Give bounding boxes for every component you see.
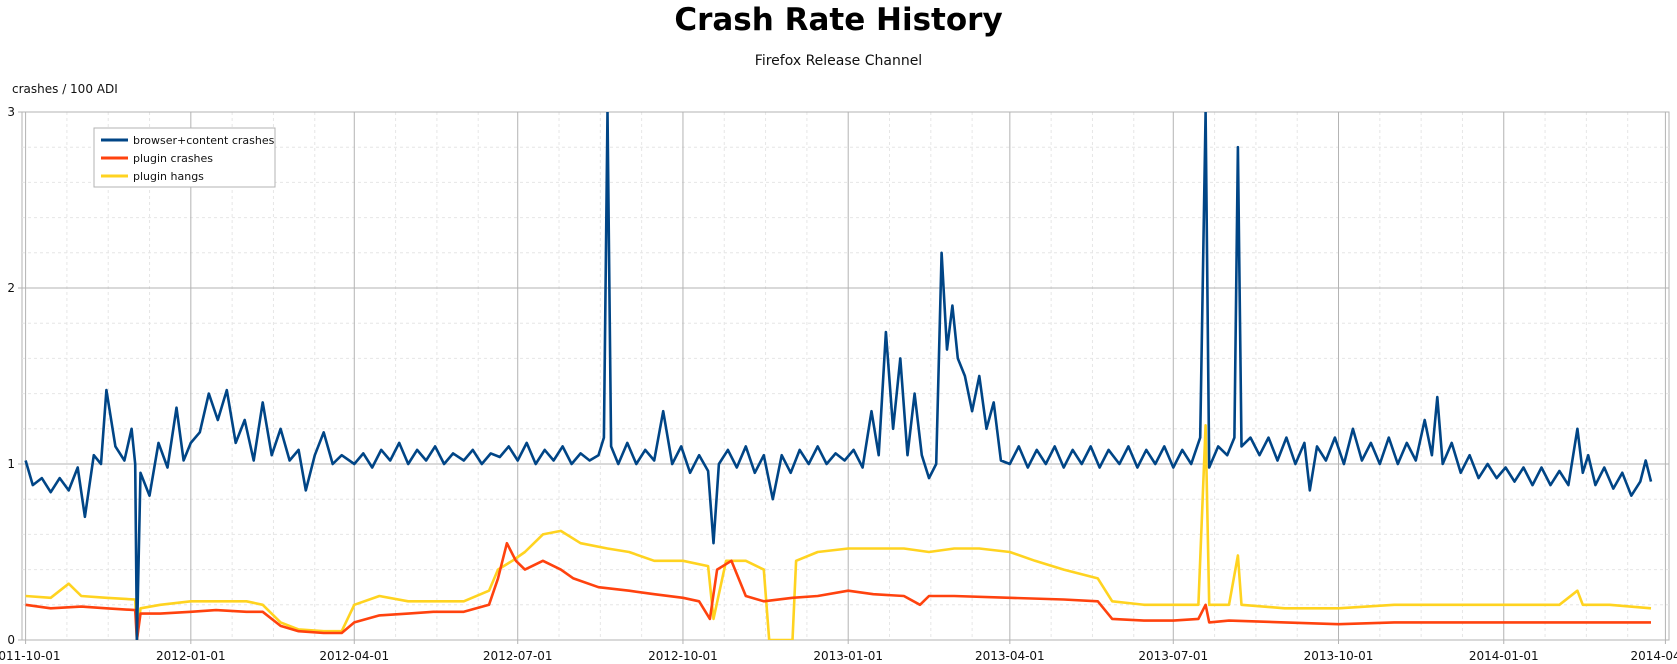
y-tick-label: 3: [7, 105, 15, 119]
x-tick-label: 2011-10-01: [0, 649, 60, 663]
plot-area: [21, 111, 1670, 641]
x-tick-label: 2012-01-01: [156, 649, 226, 663]
x-tick-label: 2014-04-01: [1631, 649, 1677, 663]
legend: browser+content crashes plugin crashes plu…: [93, 127, 276, 188]
x-tick-label: 2013-07-01: [1138, 649, 1208, 663]
x-tick-label: 2014-01-01: [1469, 649, 1539, 663]
legend-entry: browser+content crashes: [133, 134, 275, 147]
y-tick-label: 1: [7, 457, 15, 471]
minor-grid: [22, 112, 1669, 640]
series-line-plugin-crashes: [25, 541, 1651, 640]
major-grid: [18, 111, 1669, 644]
y-axis-label: crashes / 100 ADI: [12, 82, 118, 96]
y-axis-ticks: 0 1 2 3: [7, 105, 15, 647]
x-axis-ticks: 2011-10-01 2012-01-01 2012-04-01 2012-07-01…: [0, 649, 1677, 663]
chart-subtitle: Firefox Release Channel: [754, 53, 923, 69]
y-tick-label: 2: [7, 281, 15, 295]
y-tick-label: 0: [7, 633, 15, 647]
x-tick-label: 2013-04-01: [975, 649, 1045, 663]
x-tick-label: 2012-10-01: [648, 649, 718, 663]
x-tick-label: 2013-01-01: [813, 649, 883, 663]
x-tick-label: 2013-10-01: [1304, 649, 1374, 663]
x-tick-label: 2012-04-01: [319, 649, 389, 663]
series-line-plugin-hangs: [25, 424, 1652, 640]
series-line-browser-content-crashes: [24, 112, 1653, 640]
chart-title: Crash Rate History: [674, 2, 1003, 38]
x-tick-label: 2012-07-01: [483, 649, 553, 663]
legend-entry: plugin crashes: [133, 152, 213, 165]
legend-entry: plugin hangs: [133, 170, 204, 183]
series-layer: [24, 112, 1653, 640]
